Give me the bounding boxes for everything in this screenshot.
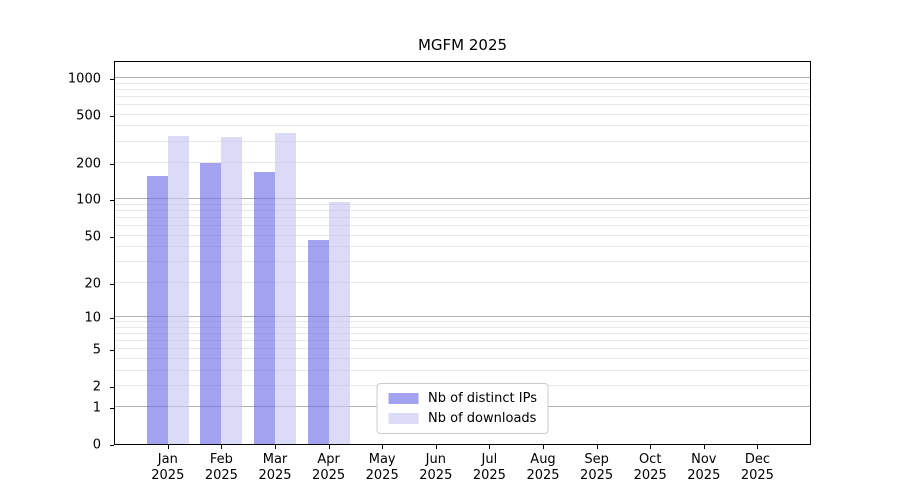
- gridline-20: [115, 281, 810, 283]
- bar-nb-of-downloads: [328, 201, 350, 444]
- legend-label-downloads: Nb of downloads: [428, 411, 537, 426]
- x-tick-mark: [703, 445, 705, 449]
- y-tick-label-20: 20: [84, 276, 101, 292]
- gridline-60: [115, 225, 810, 227]
- legend-swatch-downloads: [388, 413, 419, 424]
- gridline-7: [115, 332, 810, 334]
- y-tick-label-1000: 1000: [67, 71, 101, 87]
- y-tick-mark: [110, 408, 114, 410]
- bar-nb-of-downloads: [221, 137, 243, 444]
- gridline-3: [115, 369, 810, 371]
- y-tick-label-1: 1: [92, 400, 101, 416]
- y-tick-label-2: 2: [92, 379, 101, 395]
- x-tick-mark: [435, 445, 437, 449]
- x-tick-label-nov: Nov 2025: [687, 452, 721, 483]
- x-tick-mark: [757, 445, 759, 449]
- bar-group-feb: [195, 137, 249, 444]
- x-tick-label-sep: Sep 2025: [580, 452, 614, 483]
- gridline-6: [115, 339, 810, 341]
- y-tick-label-0: 0: [92, 437, 101, 453]
- gridline-600: [115, 103, 810, 105]
- gridline-1000: [115, 76, 810, 78]
- x-tick-mark: [167, 445, 169, 449]
- x-tick-label-feb: Feb 2025: [204, 452, 238, 483]
- plot-area: Nb of distinct IPs Nb of downloads: [114, 61, 811, 445]
- x-tick-mark: [650, 445, 652, 449]
- gridline-40: [115, 246, 810, 248]
- gridline-30: [115, 261, 810, 263]
- x-tick-label-jan: Jan 2025: [151, 452, 185, 483]
- legend: Nb of distinct IPs Nb of downloads: [376, 383, 549, 434]
- legend-label-distinct-ips: Nb of distinct IPs: [428, 391, 537, 406]
- gridline-5: [115, 348, 810, 350]
- bar-group-jan: [141, 135, 195, 444]
- bar-nb-of-downloads: [167, 135, 189, 444]
- x-tick-label-apr: Apr 2025: [312, 452, 346, 483]
- bar-nb-of-distinct-ips: [200, 163, 222, 444]
- bar-nb-of-distinct-ips: [146, 176, 168, 444]
- y-tick-label-5: 5: [92, 342, 101, 358]
- gridline-500: [115, 113, 810, 115]
- x-tick-label-oct: Oct 2025: [633, 452, 667, 483]
- x-tick-mark: [596, 445, 598, 449]
- gridline-90: [115, 204, 810, 205]
- y-tick-label-10: 10: [84, 310, 101, 326]
- gridline-9: [115, 321, 810, 322]
- bar-nb-of-distinct-ips: [307, 240, 329, 444]
- bar-group-mar: [248, 133, 302, 444]
- gridline-700: [115, 95, 810, 97]
- gridline-10: [115, 315, 810, 317]
- legend-item-distinct-ips: Nb of distinct IPs: [388, 391, 537, 406]
- chart-title: MGFM 2025: [417, 36, 508, 54]
- x-tick-mark: [382, 445, 384, 449]
- bar-nb-of-downloads: [274, 133, 296, 444]
- gridline-50: [115, 234, 810, 236]
- gridline-400: [115, 125, 810, 127]
- y-tick-mark: [110, 236, 114, 238]
- gridline-8: [115, 326, 810, 328]
- y-tick-mark: [110, 78, 114, 80]
- x-tick-label-dec: Dec 2025: [740, 452, 774, 483]
- x-tick-label-mar: Mar 2025: [258, 452, 292, 483]
- y-tick-label-500: 500: [76, 108, 101, 124]
- y-tick-mark: [110, 164, 114, 165]
- bar-group-apr: [302, 201, 356, 444]
- gridline-900: [115, 82, 810, 84]
- x-axis: Jan 2025 Feb 2025 Mar 2025 Apr 2025 May 2025 Jun 20…: [114, 445, 811, 495]
- y-tick-label-50: 50: [84, 229, 101, 245]
- y-tick-mark: [110, 115, 114, 117]
- y-tick-mark: [110, 200, 114, 202]
- y-tick-label-100: 100: [76, 192, 101, 208]
- x-tick-mark: [328, 445, 330, 449]
- gridline-80: [115, 210, 810, 212]
- gridline-800: [115, 88, 810, 90]
- legend-swatch-distinct-ips: [388, 393, 419, 404]
- y-tick-label-200: 200: [76, 156, 101, 172]
- y-tick-mark: [110, 350, 114, 352]
- x-tick-mark: [221, 445, 223, 449]
- x-tick-mark: [543, 445, 544, 449]
- bar-nb-of-distinct-ips: [253, 171, 275, 444]
- legend-item-downloads: Nb of downloads: [388, 411, 537, 426]
- y-tick-mark: [110, 445, 114, 446]
- y-axis: 0 1 2 5 10 20 50 100 200 500 1000: [0, 61, 114, 453]
- x-tick-label-aug: Aug 2025: [526, 452, 560, 483]
- x-tick-mark: [275, 445, 276, 449]
- x-tick-mark: [489, 445, 491, 449]
- x-tick-label-jun: Jun 2025: [419, 452, 453, 483]
- gridline-300: [115, 140, 810, 142]
- y-tick-mark: [110, 317, 114, 319]
- gridline-100: [115, 198, 810, 200]
- y-tick-mark: [110, 283, 114, 285]
- gridline-4: [115, 357, 810, 359]
- x-tick-label-jul: Jul 2025: [472, 452, 506, 483]
- x-tick-label-may: May 2025: [365, 452, 399, 483]
- y-tick-mark: [110, 386, 114, 388]
- gridline-200: [115, 162, 810, 164]
- gridline-70: [115, 217, 810, 219]
